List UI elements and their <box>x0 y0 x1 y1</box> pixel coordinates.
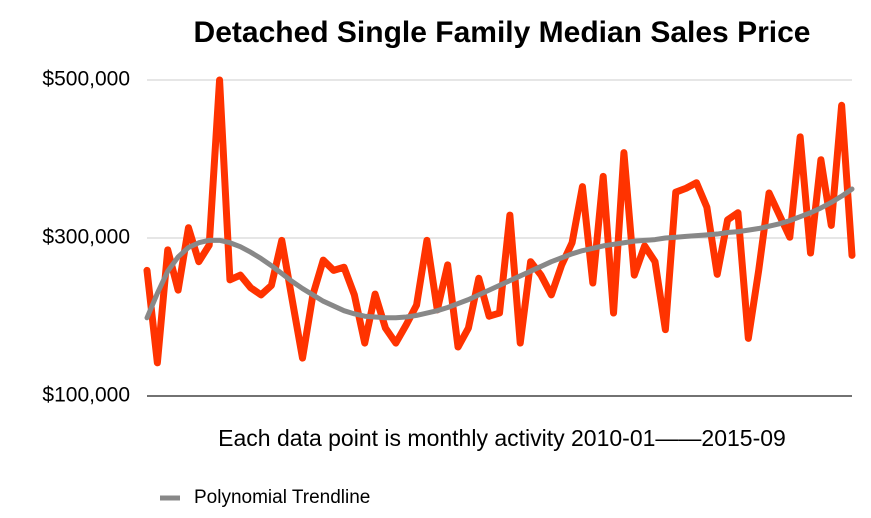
legend-label: Polynomial Trendline <box>194 487 370 508</box>
x-axis-label: Each data point is monthly activity 2010… <box>218 425 786 451</box>
trend-line <box>144 186 855 321</box>
y-tick-label: $100,000 <box>42 384 130 407</box>
y-tick-label: $500,000 <box>42 68 130 91</box>
data-line <box>143 76 856 367</box>
chart-title: Detached Single Family Median Sales Pric… <box>194 16 811 49</box>
y-tick-label: $300,000 <box>42 226 130 249</box>
